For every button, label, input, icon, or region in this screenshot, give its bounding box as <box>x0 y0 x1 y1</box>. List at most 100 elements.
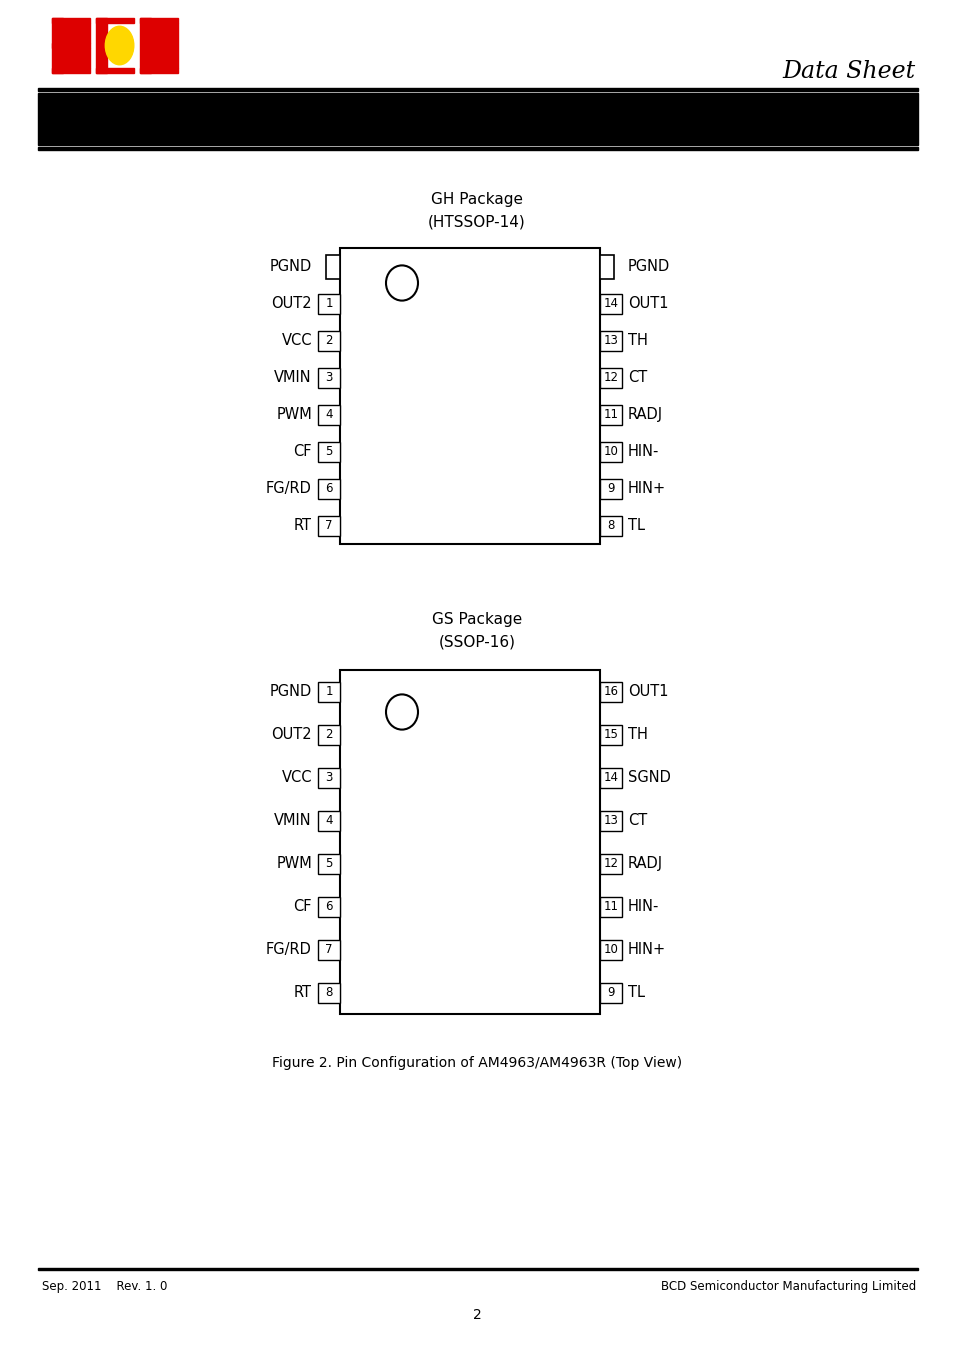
Bar <box>317 768 339 787</box>
Text: PGND: PGND <box>627 259 670 274</box>
Text: GH Package
(HTSSOP-14): GH Package (HTSSOP-14) <box>428 192 525 230</box>
Bar <box>52 18 90 23</box>
Bar <box>140 18 151 73</box>
Bar <box>38 88 917 90</box>
Text: CF: CF <box>294 899 312 914</box>
Text: 4: 4 <box>325 408 333 421</box>
Text: 4: 4 <box>325 814 333 828</box>
Text: FG/RD: FG/RD <box>266 942 312 957</box>
Bar <box>599 478 621 498</box>
Text: Figure 2. Pin Configuration of AM4963/AM4963R (Top View): Figure 2. Pin Configuration of AM4963/AM… <box>272 1056 681 1071</box>
Bar <box>317 853 339 873</box>
Text: TH: TH <box>627 728 647 743</box>
Bar <box>599 725 621 744</box>
Text: PGND: PGND <box>270 684 312 699</box>
Text: 11: 11 <box>603 900 618 913</box>
Bar <box>151 23 167 68</box>
Bar <box>38 1268 917 1269</box>
Text: 10: 10 <box>603 446 618 458</box>
Text: 14: 14 <box>603 771 618 784</box>
Bar <box>599 853 621 873</box>
Text: 8: 8 <box>607 518 614 532</box>
Bar <box>326 255 339 278</box>
Bar <box>317 405 339 424</box>
Ellipse shape <box>386 266 417 301</box>
Text: 1: 1 <box>325 684 333 698</box>
Text: OUT1: OUT1 <box>627 296 668 310</box>
Text: GS Package
(SSOP-16): GS Package (SSOP-16) <box>432 612 521 649</box>
Text: SGND: SGND <box>627 769 670 784</box>
Text: 8: 8 <box>325 986 333 999</box>
Text: OUT2: OUT2 <box>271 296 312 310</box>
Text: CT: CT <box>627 813 646 828</box>
Bar <box>63 23 90 43</box>
Text: 16: 16 <box>603 684 618 698</box>
Text: 5: 5 <box>325 857 333 869</box>
Bar <box>96 18 133 23</box>
Bar <box>317 810 339 830</box>
Ellipse shape <box>386 694 417 729</box>
Bar <box>599 940 621 960</box>
Text: HIN-: HIN- <box>627 899 659 914</box>
Text: VMIN: VMIN <box>274 813 312 828</box>
Text: HIN+: HIN+ <box>627 942 665 957</box>
Text: HIN+: HIN+ <box>627 481 665 495</box>
Text: VCC: VCC <box>281 333 312 348</box>
Text: 7: 7 <box>325 518 333 532</box>
Bar <box>599 682 621 702</box>
Text: 12: 12 <box>603 371 618 383</box>
Bar <box>599 810 621 830</box>
Text: OUT1: OUT1 <box>627 684 668 699</box>
Text: 12: 12 <box>603 857 618 869</box>
Text: CT: CT <box>627 370 646 385</box>
Text: HIN-: HIN- <box>627 444 659 459</box>
Bar <box>167 23 178 68</box>
Bar <box>599 768 621 787</box>
Text: 13: 13 <box>603 814 618 828</box>
Text: 1: 1 <box>325 297 333 310</box>
Text: OUT2: OUT2 <box>271 728 312 743</box>
Bar <box>52 43 90 49</box>
Bar <box>38 147 917 150</box>
Text: 3: 3 <box>325 371 333 383</box>
Text: RADJ: RADJ <box>627 406 662 423</box>
Bar <box>339 670 599 1014</box>
Text: 6: 6 <box>325 482 333 495</box>
Bar <box>96 68 133 73</box>
Text: 7: 7 <box>325 944 333 956</box>
Bar <box>599 293 621 313</box>
Text: FG/RD: FG/RD <box>266 481 312 495</box>
Text: RT: RT <box>294 518 312 533</box>
Text: 15: 15 <box>603 728 618 741</box>
Text: Sep. 2011    Rev. 1. 0: Sep. 2011 Rev. 1. 0 <box>42 1280 167 1293</box>
Text: 9: 9 <box>607 482 614 495</box>
Text: Data Sheet: Data Sheet <box>781 61 914 84</box>
Bar <box>38 93 917 144</box>
Bar <box>96 18 107 73</box>
Bar <box>599 331 621 351</box>
Bar <box>317 478 339 498</box>
Text: 14: 14 <box>603 297 618 310</box>
Bar <box>317 725 339 744</box>
Text: 5: 5 <box>325 446 333 458</box>
Text: VMIN: VMIN <box>274 370 312 385</box>
Text: PWM: PWM <box>276 856 312 871</box>
Bar <box>339 248 599 544</box>
Bar <box>140 68 178 73</box>
Text: 13: 13 <box>603 333 618 347</box>
Text: 9: 9 <box>607 986 614 999</box>
Text: RT: RT <box>294 986 312 1000</box>
Bar <box>317 896 339 917</box>
Bar <box>599 255 614 278</box>
Text: TL: TL <box>627 518 644 533</box>
Ellipse shape <box>105 26 133 65</box>
Text: 2: 2 <box>472 1308 481 1322</box>
Bar <box>317 940 339 960</box>
Text: 2: 2 <box>325 728 333 741</box>
Bar <box>317 367 339 387</box>
Bar <box>599 441 621 462</box>
Text: RADJ: RADJ <box>627 856 662 871</box>
Bar <box>599 405 621 424</box>
Text: PWM: PWM <box>276 406 312 423</box>
Text: VCC: VCC <box>281 769 312 784</box>
